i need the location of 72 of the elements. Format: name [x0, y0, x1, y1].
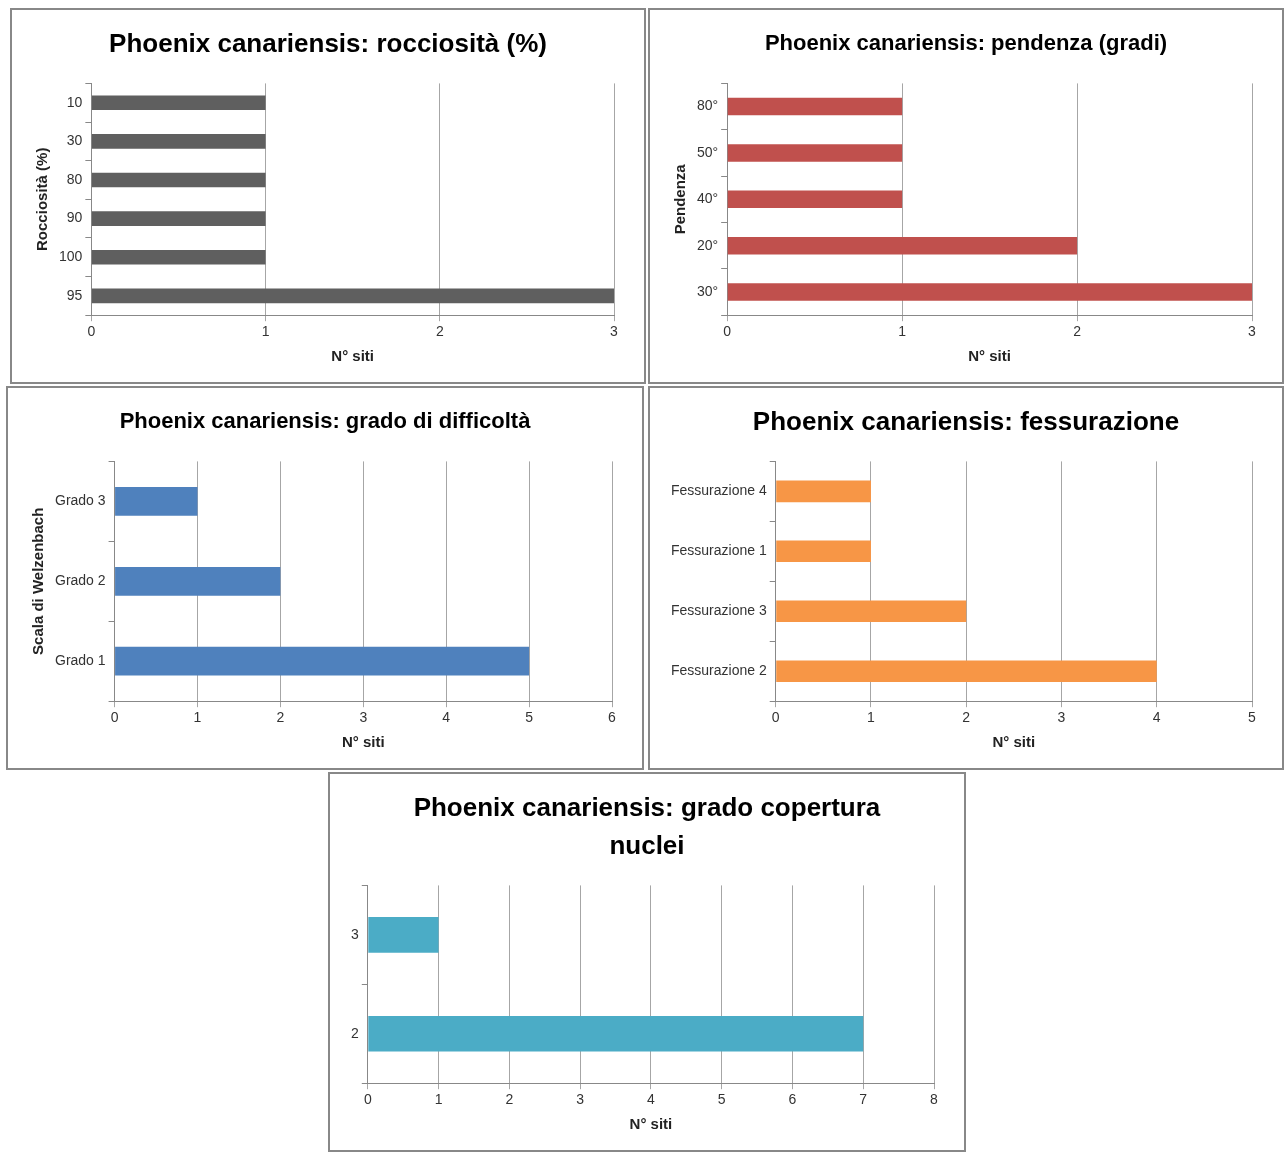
- bar: [115, 566, 281, 596]
- x-tick-label: 2: [1073, 323, 1082, 340]
- x-tick-label: 6: [788, 1091, 797, 1108]
- x-tick-label: 0: [363, 1091, 372, 1108]
- x-tick-label: 5: [717, 1091, 726, 1108]
- x-tick-label: 2: [276, 709, 285, 726]
- y-tick-label: 80: [66, 170, 83, 187]
- x-tick-label: 4: [442, 709, 451, 726]
- x-axis-title: N° siti: [968, 347, 1011, 365]
- bar: [776, 660, 1157, 683]
- x-tick-label: 0: [87, 323, 96, 340]
- bar: [115, 646, 530, 676]
- y-tick-label: 90: [66, 209, 83, 226]
- bar: [776, 480, 871, 503]
- y-tick-label: 50°: [697, 143, 719, 160]
- x-axis-title: N° siti: [629, 1115, 673, 1133]
- y-tick-label: 30: [66, 132, 83, 149]
- x-tick-label: 3: [1057, 709, 1066, 726]
- y-tick-label: 100: [59, 248, 83, 265]
- x-tick-label: 3: [610, 323, 619, 340]
- y-tick-label: 95: [66, 286, 83, 303]
- chart-title: Phoenix canariensis: rocciosità (%): [108, 27, 548, 60]
- y-tick-label: Fessurazione 4: [671, 482, 767, 499]
- x-tick-label: 5: [1248, 709, 1257, 726]
- y-tick-label: 80°: [697, 97, 719, 114]
- x-tick-label: 4: [646, 1091, 655, 1108]
- x-tick-label: 1: [898, 323, 907, 340]
- y-axis-title: Scala di Welzenbach: [29, 507, 47, 655]
- x-tick-label: 1: [193, 709, 202, 726]
- chart-title: Phoenix canariensis: grado di difficoltà: [118, 407, 532, 435]
- y-tick-label: 10: [66, 93, 83, 110]
- x-tick-label: 6: [608, 709, 617, 726]
- y-tick-label: Grado 2: [54, 572, 106, 589]
- chart-title: Phoenix canariensis: pendenza (gradi): [763, 29, 1169, 57]
- y-tick-label: 40°: [697, 190, 719, 207]
- x-tick-label: 0: [723, 323, 732, 340]
- bar: [727, 190, 903, 209]
- bar: [776, 600, 967, 623]
- y-tick-label: Grado 1: [54, 652, 106, 669]
- x-tick-label: 3: [576, 1091, 585, 1108]
- x-axis-title: N° siti: [331, 347, 375, 365]
- chart-title: Phoenix canariensis: grado copertura nuclei: [412, 791, 882, 862]
- y-tick-label: 30°: [697, 282, 719, 299]
- x-tick-label: 0: [771, 709, 780, 726]
- y-tick-label: Fessurazione 1: [671, 542, 767, 559]
- y-axis-title: Rocciosità (%): [33, 147, 51, 251]
- x-tick-label: 1: [434, 1091, 443, 1108]
- bar: [727, 144, 903, 162]
- x-tick-label: 8: [930, 1091, 939, 1108]
- chart-title: Phoenix canariensis: fessurazione: [751, 405, 1181, 438]
- y-tick-label: Grado 3: [54, 492, 106, 509]
- bar: [727, 97, 903, 116]
- x-tick-label: 0: [110, 709, 119, 726]
- y-tick-label: Fessurazione 3: [671, 602, 767, 619]
- bar: [776, 540, 871, 563]
- x-axis-title: N° siti: [341, 733, 385, 751]
- x-tick-label: 2: [505, 1091, 514, 1108]
- x-tick-label: 4: [1152, 709, 1161, 726]
- x-axis-title: N° siti: [992, 733, 1036, 751]
- x-tick-label: 2: [962, 709, 971, 726]
- x-tick-label: 2: [435, 323, 444, 340]
- x-tick-label: 1: [261, 323, 270, 340]
- bar: [115, 486, 198, 516]
- y-tick-label: Fessurazione 2: [671, 662, 767, 679]
- bar: [727, 236, 1078, 255]
- y-axis-title: Pendenza: [671, 163, 689, 235]
- bar: [727, 283, 1252, 301]
- y-tick-label: 20°: [697, 236, 719, 253]
- x-tick-label: 5: [525, 709, 534, 726]
- x-tick-label: 7: [859, 1091, 868, 1108]
- x-tick-label: 1: [867, 709, 876, 726]
- x-tick-label: 3: [1248, 323, 1257, 340]
